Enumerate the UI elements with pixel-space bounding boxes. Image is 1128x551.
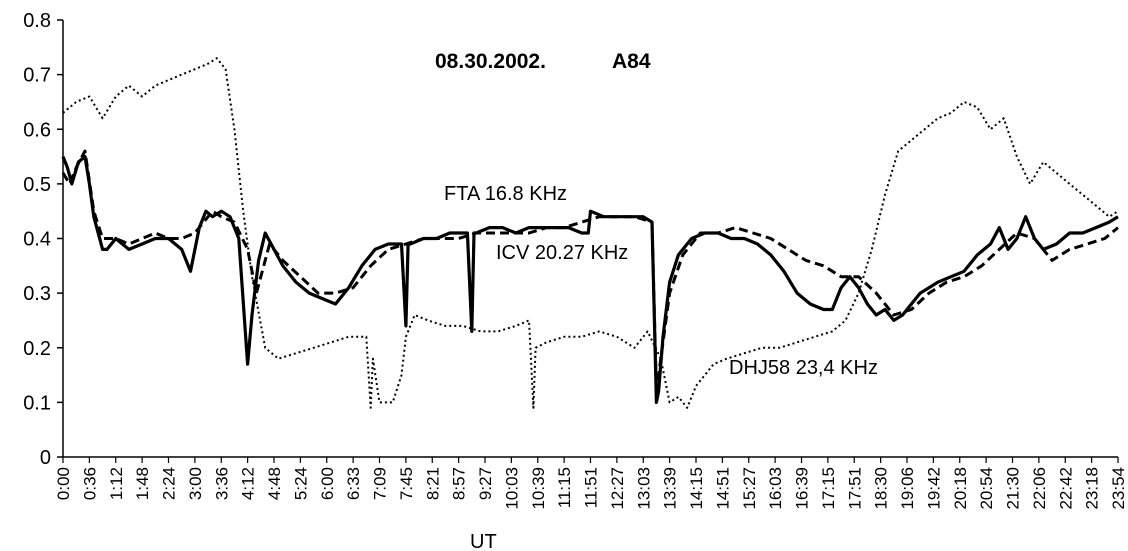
x-tick-label: 13:39	[661, 467, 680, 510]
y-tick-label: 0.5	[23, 174, 51, 196]
x-tick-label: 10:39	[529, 467, 548, 510]
series-label-fta: FTA 16.8 KHz	[444, 183, 567, 205]
y-tick-label: 0.6	[23, 119, 51, 141]
x-tick-label: 21:30	[1004, 467, 1023, 510]
x-tick-label: 19:06	[898, 467, 917, 510]
series-layer	[61, 57, 1119, 409]
x-tick-label: 8:57	[450, 467, 469, 500]
x-tick-label: 2:24	[160, 467, 179, 500]
x-tick-label: 18:30	[872, 467, 891, 510]
x-tick-label: 22:06	[1030, 467, 1049, 510]
series-line-2	[62, 57, 1119, 409]
x-tick-label: 20:18	[951, 467, 970, 510]
x-tick-label: 20:54	[977, 467, 996, 510]
x-tick-label: 0:00	[54, 467, 73, 500]
y-tick-label: 0	[40, 447, 51, 469]
y-tick-label: 0.4	[23, 229, 51, 251]
x-tick-label: 4:48	[265, 467, 284, 500]
x-tick-label: 1:12	[107, 467, 126, 500]
chart-title-tag: A84	[612, 50, 651, 73]
y-tick-label: 0.8	[23, 10, 51, 32]
x-tick-label: 17:15	[819, 467, 838, 510]
series-line-1	[61, 149, 1119, 393]
y-tick-label: 0.7	[23, 65, 51, 87]
y-axis: 0 0.1 0.2 0.3 0.4 0.5 0.6 0.7 0.8	[23, 10, 64, 469]
y-tick-label: 0.1	[23, 392, 51, 414]
series-label-dhj58: DHJ58 23,4 KHz	[729, 357, 878, 379]
x-tick-label: 3:36	[212, 467, 231, 500]
x-axis-title: UT	[470, 531, 497, 551]
x-tick-label: 11:51	[582, 467, 601, 508]
x-tick-label: 12:27	[608, 467, 627, 510]
x-tick-label: 7:45	[397, 467, 416, 500]
x-tick-label: 6:00	[318, 467, 337, 500]
x-tick-label: 5:24	[291, 467, 310, 500]
chart-title: 08.30.2002.	[435, 50, 546, 73]
x-tick-label: 14:15	[687, 467, 706, 510]
x-tick-label: 8:21	[423, 467, 442, 500]
x-tick-label: 16:39	[793, 467, 812, 510]
x-tick-label: 16:03	[766, 467, 785, 510]
x-tick-label: 23:54	[1109, 467, 1128, 510]
x-tick-label: 9:27	[476, 467, 495, 500]
x-tick-label: 11:15	[555, 467, 574, 508]
x-tick-label: 4:12	[239, 467, 258, 500]
x-tick-label: 17:51	[845, 467, 864, 510]
x-tick-label: 6:33	[344, 467, 363, 500]
x-axis: 0:00 0:36 1:12 1:48 2:24 3:00 3:36 4:12 4:48 5:24…	[54, 456, 1128, 510]
x-tick-label: 10:03	[502, 467, 521, 510]
x-tick-label: 15:27	[740, 467, 759, 510]
x-tick-label: 14:51	[713, 467, 732, 510]
x-tick-label: 1:48	[133, 467, 152, 500]
x-tick-label: 3:00	[186, 467, 205, 500]
x-tick-label: 0:36	[80, 467, 99, 500]
x-tick-label: 23:18	[1083, 467, 1102, 510]
series-label-icv: ICV 20.27 KHz	[496, 242, 628, 264]
y-tick-label: 0.2	[23, 338, 51, 360]
x-tick-label: 19:42	[924, 467, 943, 510]
x-tick-label: 13:03	[634, 467, 653, 510]
x-tick-label: 7:09	[371, 467, 390, 500]
y-tick-label: 0.3	[23, 283, 51, 305]
x-tick-label: 22:42	[1056, 467, 1075, 510]
